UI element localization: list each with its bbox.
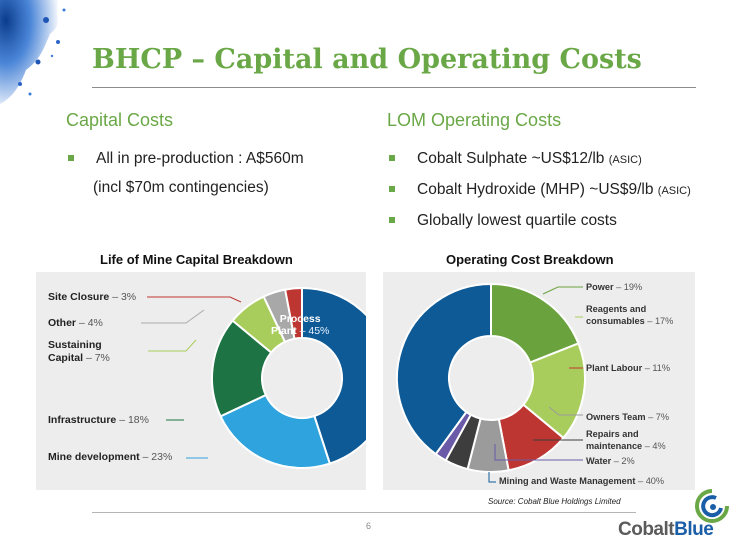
bullet-square-icon [68, 155, 74, 161]
slice-mine-development [219, 393, 332, 469]
label-name-line2: maintenance [586, 441, 643, 451]
operating-label-power: Power – 19% [586, 281, 642, 293]
slide-title: BHCP – Capital and Operating Costs [92, 44, 642, 75]
leader-line-mining-waste [488, 472, 496, 483]
bullet-note: (ASIC) [657, 185, 691, 197]
cobalt-blue-logo-text: CobaltBlue [618, 519, 714, 541]
operating-costs-list: Cobalt Sulphate ~US$12/lb (ASIC) Cobalt … [387, 144, 691, 235]
page-number: 6 [366, 521, 372, 531]
bullet-square-icon [389, 155, 395, 161]
label-name: Owners Team [586, 412, 646, 422]
operating-chart-title: Operating Cost Breakdown [446, 252, 614, 267]
leader-line-site-closure [147, 296, 242, 303]
label-pct: – 4% [644, 441, 666, 451]
leader-line-power [542, 286, 583, 295]
label-name: Process [279, 313, 321, 325]
label-pct: – 23% [142, 451, 173, 463]
ink-splash-decoration [0, 0, 66, 104]
bullet-text: All in pre-production : A$560m [96, 150, 304, 167]
bullet-square-icon [389, 186, 395, 192]
label-pct: – 19% [616, 282, 643, 292]
operating-costs-bullet: Globally lowest quartile costs [387, 206, 691, 235]
bullet-note: (ASIC) [608, 154, 642, 166]
operating-label-repairs: Repairs and maintenance – 4% [586, 428, 666, 452]
bullet-square-icon [389, 217, 395, 223]
label-pct: – 3% [112, 291, 137, 303]
label-name: Other [48, 317, 77, 329]
label-name: Site Closure [48, 291, 110, 303]
label-pct: – 4% [78, 317, 103, 329]
footer-divider [92, 512, 636, 513]
label-pct: – 2% [613, 456, 635, 466]
operating-costs-bullet: Cobalt Sulphate ~US$12/lb (ASIC) [387, 144, 691, 175]
operating-label-reagents: Reagents and consumables – 17% [586, 303, 673, 327]
source-note: Source: Cobalt Blue Holdings Limited [488, 497, 621, 506]
capital-label-other: Other – 4% [48, 317, 103, 329]
operating-costs-bullet: Cobalt Hydroxide (MHP) ~US$9/lb (ASIC) [387, 175, 691, 206]
capital-label-infrastructure: Infrastructure – 18% [48, 414, 149, 426]
label-name: Power [586, 282, 614, 292]
capital-costs-bullet-continuation: (incl $70m contingencies) [66, 173, 304, 202]
slice-site-closure [283, 286, 303, 340]
capital-costs-list: All in pre-production : A$560m (incl $70… [66, 144, 304, 202]
label-name: Repairs and [586, 429, 639, 439]
label-name-line2: Capital [48, 352, 84, 364]
capital-chart-title: Life of Mine Capital Breakdown [100, 252, 293, 267]
label-pct: – 45% [299, 325, 330, 337]
label-pct: – 11% [644, 363, 671, 373]
operating-costs-heading: LOM Operating Costs [387, 110, 562, 130]
bullet-text: Cobalt Sulphate ~US$12/lb [417, 150, 605, 167]
label-pct: – 7% [648, 412, 670, 422]
title-divider [92, 87, 696, 88]
label-name: Reagents and [586, 304, 647, 314]
cobalt-blue-logo-icon [695, 489, 729, 523]
label-name: Infrastructure [48, 414, 117, 426]
capital-costs-heading: Capital Costs [66, 110, 174, 130]
leader-line-water [494, 444, 583, 461]
capital-label-site-closure: Site Closure – 3% [48, 291, 136, 303]
capital-label-sustaining-capital: Sustaining Capital – 7% [48, 339, 110, 365]
label-pct: – 40% [638, 476, 665, 486]
operating-label-plant-labour: Plant Labour – 11% [586, 362, 670, 374]
leader-line-owners-team [548, 406, 583, 416]
label-pct: – 7% [85, 352, 110, 364]
capital-breakdown-donut-chart [141, 286, 366, 469]
label-name-line2: consumables [586, 316, 645, 326]
operating-label-owners-team: Owners Team – 7% [586, 411, 669, 423]
capital-label-process-plant: Process Plant – 45% [271, 313, 329, 337]
logo-word-1: Cobalt [618, 519, 675, 540]
leader-line-other [141, 309, 205, 324]
label-name-line2: Plant [271, 325, 297, 337]
bullet-text: Globally lowest quartile costs [417, 212, 617, 229]
capital-costs-bullet: All in pre-production : A$560m [66, 144, 304, 173]
label-name: Mining and Waste Management [499, 476, 636, 486]
bullet-text: Cobalt Hydroxide (MHP) ~US$9/lb [417, 181, 654, 198]
label-pct: – 18% [119, 414, 149, 426]
slice-process-plant [301, 286, 366, 465]
label-name: Sustaining [48, 339, 102, 351]
operating-label-mining-waste: Mining and Waste Management – 40% [499, 475, 664, 487]
bullet-text: (incl $70m contingencies) [93, 179, 269, 196]
operating-breakdown-donut-chart [396, 282, 586, 483]
label-name: Water [586, 456, 612, 466]
leader-line-sustaining-capital [148, 339, 197, 352]
label-pct: – 17% [647, 316, 674, 326]
operating-label-water: Water – 2% [586, 455, 635, 467]
logo-word-2: Blue [674, 519, 714, 540]
label-name: Plant Labour [586, 363, 643, 373]
slice-mining-and-waste-management [396, 282, 492, 456]
label-name: Mine development [48, 451, 140, 463]
capital-label-mine-development: Mine development – 23% [48, 451, 172, 463]
